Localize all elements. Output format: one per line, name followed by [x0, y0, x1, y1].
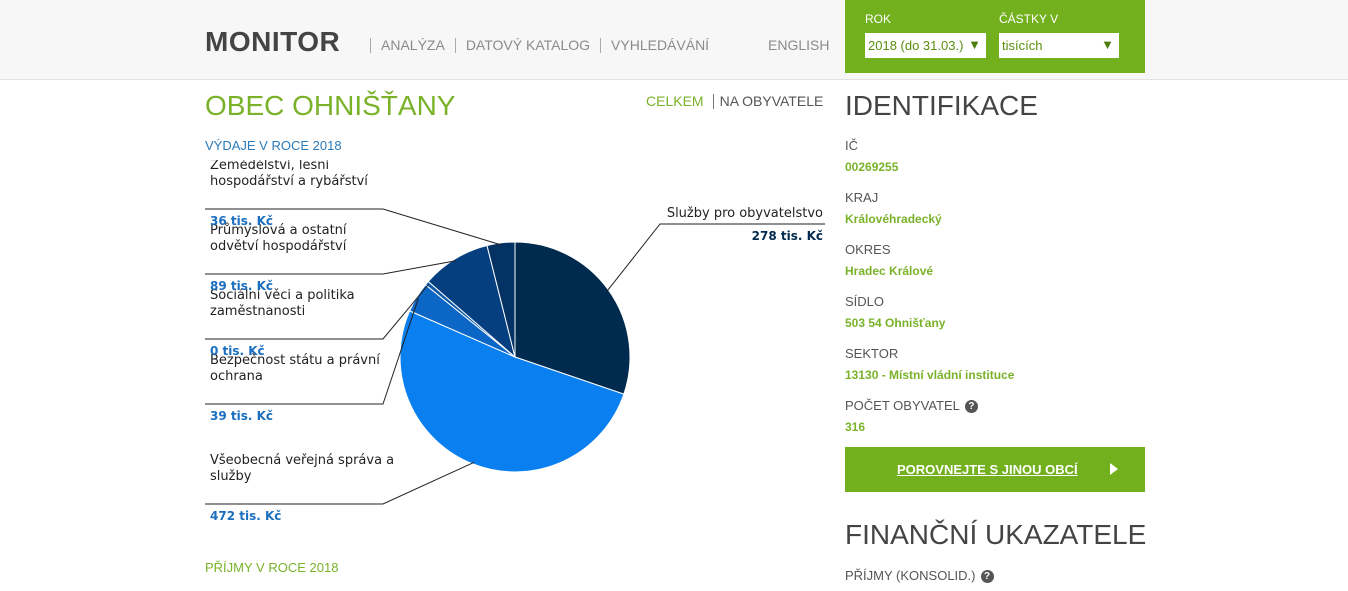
pie-slice-zem-d-lstv-lesn-hospod-stv-a-ryb-stv	[486, 241, 516, 358]
field-value-kraj: Královéhradecký	[845, 212, 942, 226]
expenses-heading[interactable]: VÝDAJE V ROCE 2018	[205, 138, 342, 153]
field-value-sidlo: 503 54 Ohnišťany	[845, 316, 946, 330]
field-value-sektor: 13130 - Místní vládní instituce	[845, 368, 1015, 382]
year-select[interactable]: 2018 (do 31.03.) ▼	[865, 33, 986, 58]
compare-button-label: POROVNEJTE S JINOU OBCÍ	[897, 462, 1078, 477]
toggle-separator	[712, 93, 714, 109]
slice-label-zem-d-lstv-lesn-hospod-stv-a-ryb-stv: hospodářství a rybářství	[210, 174, 368, 189]
nav-link-datovy-katalog[interactable]: DATOVÝ KATALOG	[465, 37, 591, 53]
slice-value-zem-d-lstv-lesn-hospod-stv-a-ryb-stv: 36 tis. Kč	[210, 214, 273, 228]
slice-label-bezpe-nost-st-tu-a-pr-vn-ochrana: ochrana	[210, 369, 263, 384]
slice-value-soci-ln-v-ci-a-politika-zam-stnanosti: 0 tis. Kč	[210, 344, 265, 358]
slice-label-soci-ln-v-ci-a-politika-zam-stnanosti: zaměstnanosti	[210, 304, 305, 319]
field-value-population: 316	[845, 420, 866, 434]
slice-value-bezpe-nost-st-tu-a-pr-vn-ochrana: 39 tis. Kč	[210, 409, 273, 423]
identification-title: IDENTIFIKACE	[845, 90, 1038, 121]
field-label-kraj: KRAJ	[845, 190, 879, 205]
year-filter-label: ROK	[865, 12, 892, 26]
field-label-sektor: SEKTOR	[845, 346, 899, 361]
leader-line-bezpe-nost-st-tu-a-pr-vn-ochrana	[205, 298, 419, 405]
population-label-text: POČET OBYVATEL	[845, 398, 960, 413]
view-toggle: CELKEM NA OBYVATELE	[646, 93, 823, 109]
year-select-value: 2018 (do 31.03.)	[868, 38, 964, 53]
play-icon	[1110, 463, 1118, 475]
field-value-okres: Hradec Králové	[845, 264, 934, 278]
field-label-population: POČET OBYVATEL?	[845, 398, 978, 413]
slice-label-pr-myslov-a-ostatn-odv-tv-hospod-stv: Průmyslová a ostatní	[210, 223, 347, 238]
slice-label-soci-ln-v-ci-a-politika-zam-stnanosti: Sociální věci a politika	[210, 288, 355, 303]
leader-line-pr-myslov-a-ostatn-odv-tv-hospod-stv	[205, 260, 456, 275]
nav-separator	[370, 37, 371, 53]
nav-separator	[600, 37, 602, 53]
triangle-down-icon: ▼	[1101, 37, 1114, 52]
filter-panel: ROK 2018 (do 31.03.) ▼ ČÁSTKY V tisících…	[845, 0, 1145, 73]
income-consolidated-label: PŘÍJMY (KONSOLID.)?	[845, 568, 994, 583]
pie-slice-slu-by-pro-obyvatelstvo	[514, 241, 631, 395]
slice-label-v-eobecn-ve-ejn-spr-va-a-slu-by: služby	[210, 469, 252, 484]
toggle-total[interactable]: CELKEM	[646, 93, 704, 109]
amount-unit-select[interactable]: tisících ▼	[999, 33, 1119, 58]
income-heading[interactable]: PŘÍJMY V ROCE 2018	[205, 560, 339, 575]
slice-label-bezpe-nost-st-tu-a-pr-vn-ochrana: Bezpečnost státu a právní	[210, 353, 380, 368]
question-circle-icon[interactable]: ?	[980, 570, 994, 583]
slice-label-zem-d-lstv-lesn-hospod-stv-a-ryb-stv: Zemědělství, lesní	[210, 160, 329, 173]
leader-line-soci-ln-v-ci-a-politika-zam-stnanosti	[205, 284, 429, 340]
field-value-ic: 00269255	[845, 160, 899, 174]
page-title: OBEC OHNIŠŤANY	[205, 90, 456, 121]
slice-value-pr-myslov-a-ostatn-odv-tv-hospod-stv: 89 tis. Kč	[210, 279, 273, 293]
nav-link-vyhledavani[interactable]: VYHLEDÁVÁNÍ	[611, 37, 710, 53]
leader-line-v-eobecn-ve-ejn-spr-va-a-slu-by	[205, 461, 475, 505]
pie-slice-v-eobecn-ve-ejn-spr-va-a-slu-by	[399, 310, 625, 473]
compare-municipality-button[interactable]: POROVNEJTE S JINOU OBCÍ	[845, 447, 1145, 492]
amount-filter-label: ČÁSTKY V	[999, 12, 1059, 26]
amount-unit-select-value: tisících	[1002, 38, 1043, 53]
field-label-ic: IČ	[845, 138, 858, 153]
language-switch[interactable]: ENGLISH	[768, 37, 830, 53]
slice-label-v-eobecn-ve-ejn-spr-va-a-slu-by: Všeobecná veřejná správa a	[210, 453, 394, 468]
slice-label-pr-myslov-a-ostatn-odv-tv-hospod-stv: odvětví hospodářství	[210, 239, 347, 254]
triangle-down-icon: ▼	[968, 37, 981, 52]
toggle-per-capita[interactable]: NA OBYVATELE	[719, 93, 824, 109]
slice-value-slu-by-pro-obyvatelstvo: 278 tis. Kč	[752, 229, 823, 243]
slice-label-slu-by-pro-obyvatelstvo: Služby pro obyvatelstvo	[667, 206, 823, 221]
main-nav: ANALÝZA DATOVÝ KATALOG VYHLEDÁVÁNÍ	[360, 37, 709, 53]
field-label-sidlo: SÍDLO	[845, 294, 885, 309]
leader-line-zem-d-lstv-lesn-hospod-stv-a-ryb-stv	[205, 208, 502, 246]
financial-indicators-title: FINANČNÍ UKAZATELE	[845, 519, 1147, 550]
field-label-okres: OKRES	[845, 242, 891, 257]
top-header: MONITOR ANALÝZA DATOVÝ KATALOG VYHLEDÁVÁ…	[0, 0, 1348, 80]
question-circle-icon[interactable]: ?	[964, 400, 978, 413]
logo[interactable]: MONITOR	[205, 26, 341, 57]
leader-line-slu-by-pro-obyvatelstvo	[606, 223, 825, 292]
nav-link-analyza[interactable]: ANALÝZA	[381, 37, 445, 53]
slice-value-v-eobecn-ve-ejn-spr-va-a-slu-by: 472 tis. Kč	[210, 509, 281, 523]
expenses-pie-chart: Služby pro obyvatelstvo 278 tis. Kč Všeobe…	[205, 160, 825, 523]
income-consolidated-text: PŘÍJMY (KONSOLID.)	[845, 568, 976, 583]
nav-separator	[454, 37, 456, 53]
